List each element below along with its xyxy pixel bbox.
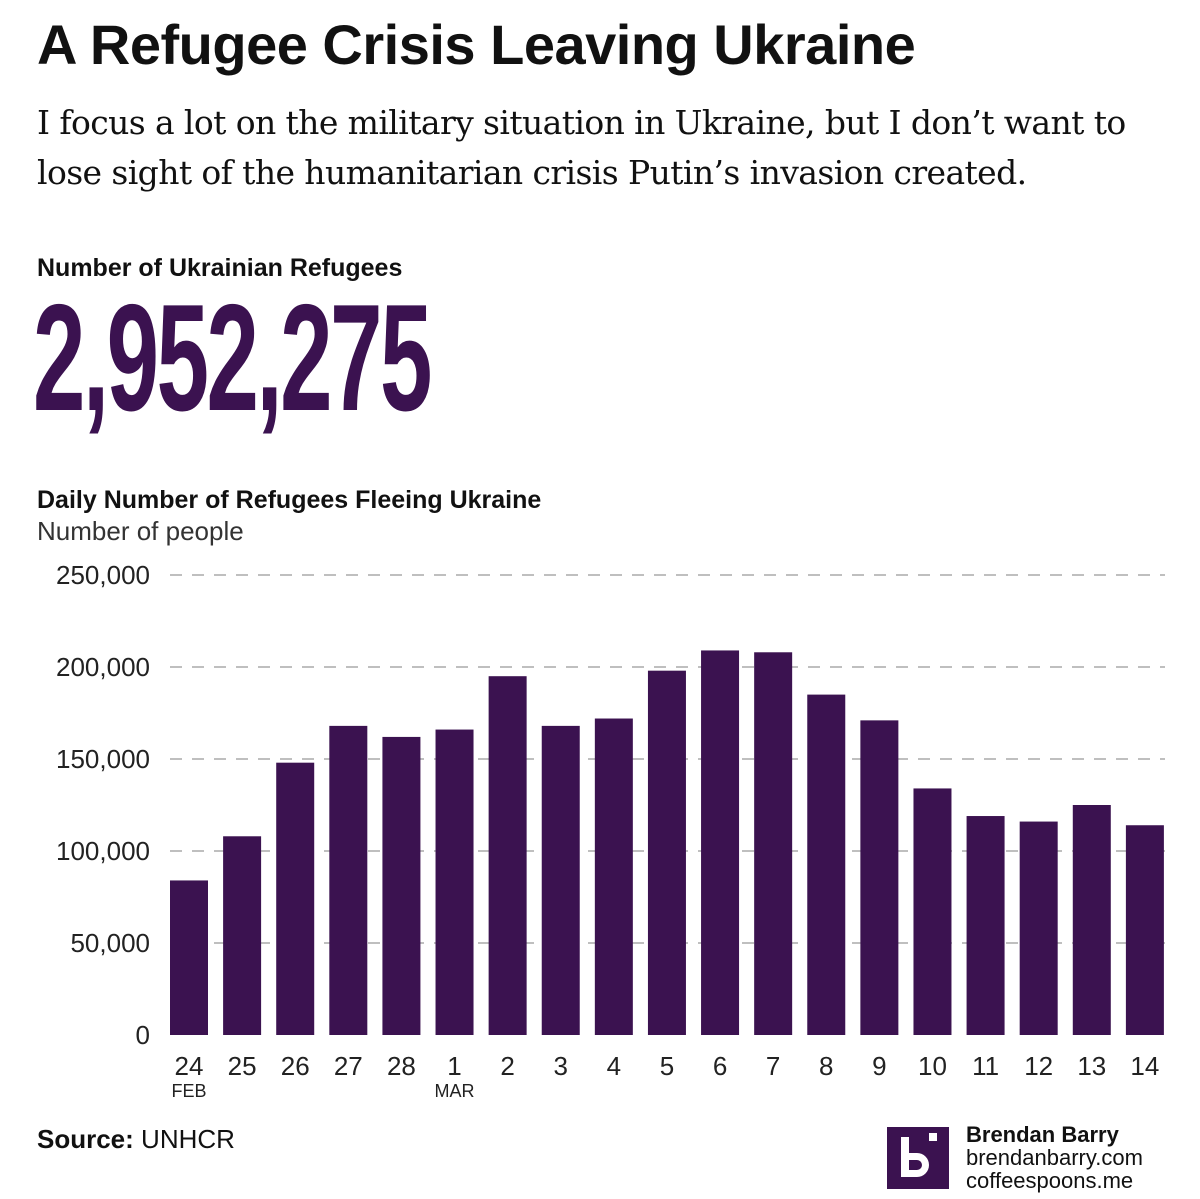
x-tick-label: 14 <box>1130 1051 1159 1081</box>
source-label: Source: <box>37 1124 134 1154</box>
x-tick-label: 4 <box>607 1051 621 1081</box>
x-tick-label: 2 <box>500 1051 514 1081</box>
x-tick-label: 3 <box>554 1051 568 1081</box>
brand-name: Brendan Barry <box>966 1122 1119 1147</box>
x-month-label: FEB <box>171 1081 206 1101</box>
brand-site-1[interactable]: brendanbarry.com <box>966 1145 1143 1170</box>
x-tick-label: 28 <box>387 1051 416 1081</box>
x-tick-label: 26 <box>281 1051 310 1081</box>
x-tick-label: 27 <box>334 1051 363 1081</box>
x-tick-label: 13 <box>1077 1051 1106 1081</box>
chart-title: Daily Number of Refugees Fleeing Ukraine <box>37 486 542 514</box>
bar <box>966 816 1005 1035</box>
bar <box>435 729 474 1035</box>
bar <box>1125 825 1164 1035</box>
y-axis-label: Number of people <box>37 516 244 546</box>
bar <box>329 725 368 1035</box>
x-tick-label: 25 <box>228 1051 257 1081</box>
x-tick-label: 9 <box>872 1051 886 1081</box>
bar <box>223 836 262 1035</box>
y-tick-label: 150,000 <box>56 744 150 774</box>
bar <box>860 720 899 1035</box>
bar <box>647 670 686 1035</box>
x-month-label: MAR <box>435 1081 475 1101</box>
x-tick-label: 12 <box>1024 1051 1053 1081</box>
x-tick-label: 8 <box>819 1051 833 1081</box>
kpi-value: 2,952,275 <box>33 273 432 443</box>
brand-site-2[interactable]: coffeespoons.me <box>966 1168 1134 1193</box>
bar <box>594 718 633 1035</box>
x-tick-label: 24 <box>175 1051 204 1081</box>
x-tick-label: 5 <box>660 1051 674 1081</box>
y-tick-label: 200,000 <box>56 652 150 682</box>
kpi-label: Number of Ukrainian Refugees <box>37 254 403 282</box>
x-tick-label: 11 <box>972 1051 999 1081</box>
source-value: UNHCR <box>141 1124 235 1154</box>
bar <box>807 694 846 1035</box>
bar <box>913 788 952 1035</box>
bar <box>1072 805 1111 1035</box>
logo-b-icon <box>901 1133 937 1177</box>
y-tick-label: 0 <box>136 1020 150 1050</box>
page-title: A Refugee Crisis Leaving Ukraine <box>37 13 916 76</box>
bar <box>276 762 315 1035</box>
x-tick-label: 7 <box>766 1051 780 1081</box>
bar <box>170 880 208 1035</box>
bar <box>1019 821 1058 1035</box>
bar <box>701 650 740 1035</box>
x-tick-label: 10 <box>918 1051 947 1081</box>
x-tick-label: 1 <box>447 1051 461 1081</box>
subtitle: I focus a lot on the military situation … <box>37 103 1126 192</box>
bar <box>382 736 421 1035</box>
bar <box>754 652 793 1035</box>
bar <box>488 676 527 1035</box>
bar-chart: 050,000100,000150,000200,000250,00024FEB… <box>56 560 1165 1101</box>
x-tick-label: 6 <box>713 1051 727 1081</box>
y-tick-label: 50,000 <box>70 928 150 958</box>
y-tick-label: 100,000 <box>56 836 150 866</box>
brand-logo <box>887 1127 949 1189</box>
bar <box>541 725 580 1035</box>
brand-block: Brendan Barry brendanbarry.com coffeespo… <box>966 1123 1143 1192</box>
y-tick-label: 250,000 <box>56 560 150 590</box>
source: Source: UNHCR <box>37 1124 235 1155</box>
